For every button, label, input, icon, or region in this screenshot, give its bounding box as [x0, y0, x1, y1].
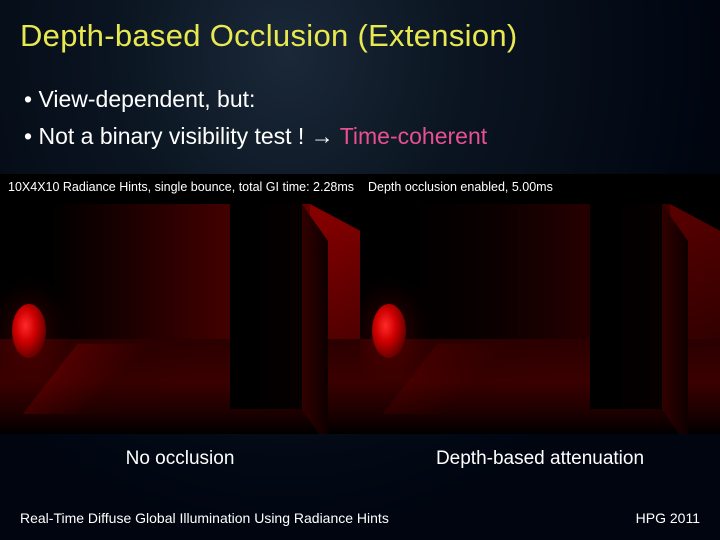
bullet-text: Not a binary visibility test ! →	[38, 123, 339, 149]
light-source	[12, 304, 46, 358]
render-image	[360, 174, 720, 434]
footer-left: Real-Time Diffuse Global Illumination Us…	[20, 510, 389, 526]
bullet-text: View-dependent, but:	[38, 86, 255, 112]
light-source	[372, 304, 406, 358]
figure-row: 10X4X10 Radiance Hints, single bounce, t…	[0, 174, 720, 434]
figure-panel-right: Depth occlusion enabled, 5.00ms	[360, 174, 720, 434]
caption-right: Depth-based attenuation	[360, 448, 720, 470]
footer-right: HPG 2011	[636, 510, 700, 526]
pillar	[590, 204, 662, 409]
footer: Real-Time Diffuse Global Illumination Us…	[20, 510, 700, 526]
bullet-item: Not a binary visibility test ! → Time-co…	[24, 119, 487, 154]
bullet-item: View-dependent, but:	[24, 82, 487, 117]
figure-panel-left: 10X4X10 Radiance Hints, single bounce, t…	[0, 174, 360, 434]
slide-title: Depth-based Occlusion (Extension)	[20, 18, 518, 54]
panel-overlay-text: 10X4X10 Radiance Hints, single bounce, t…	[8, 180, 354, 194]
bullet-highlight: Time-coherent	[340, 123, 487, 149]
pillar	[230, 204, 302, 409]
bullet-list: View-dependent, but: Not a binary visibi…	[24, 82, 487, 155]
panel-overlay-text: Depth occlusion enabled, 5.00ms	[368, 180, 553, 194]
caption-left: No occlusion	[0, 448, 360, 470]
render-image	[0, 174, 360, 434]
caption-row: No occlusion Depth-based attenuation	[0, 448, 720, 470]
slide: Depth-based Occlusion (Extension) View-d…	[0, 0, 720, 540]
